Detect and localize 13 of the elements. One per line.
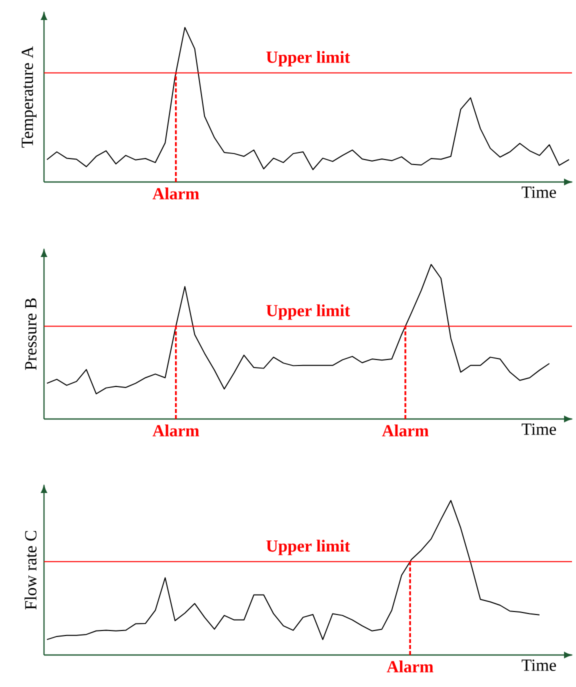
y-axis-title: Flow rate C: [24, 530, 36, 610]
text: Alarm: [386, 660, 434, 672]
text: Alarm: [152, 188, 200, 200]
ref-line-label: Upper limit: [266, 51, 350, 66]
x-axis-title: Time: [522, 186, 556, 198]
y-axis-title: Temperature A: [22, 46, 36, 148]
ref-line-label: Upper limit: [266, 304, 350, 320]
text: Alarm: [382, 424, 429, 436]
text: Alarm: [152, 424, 200, 436]
x-axis-title: Time: [522, 660, 556, 671]
ref-line-label: Upper limit: [266, 540, 350, 556]
x-axis-title: Time: [522, 424, 556, 435]
y-axis-title: Pressure B: [25, 298, 36, 370]
